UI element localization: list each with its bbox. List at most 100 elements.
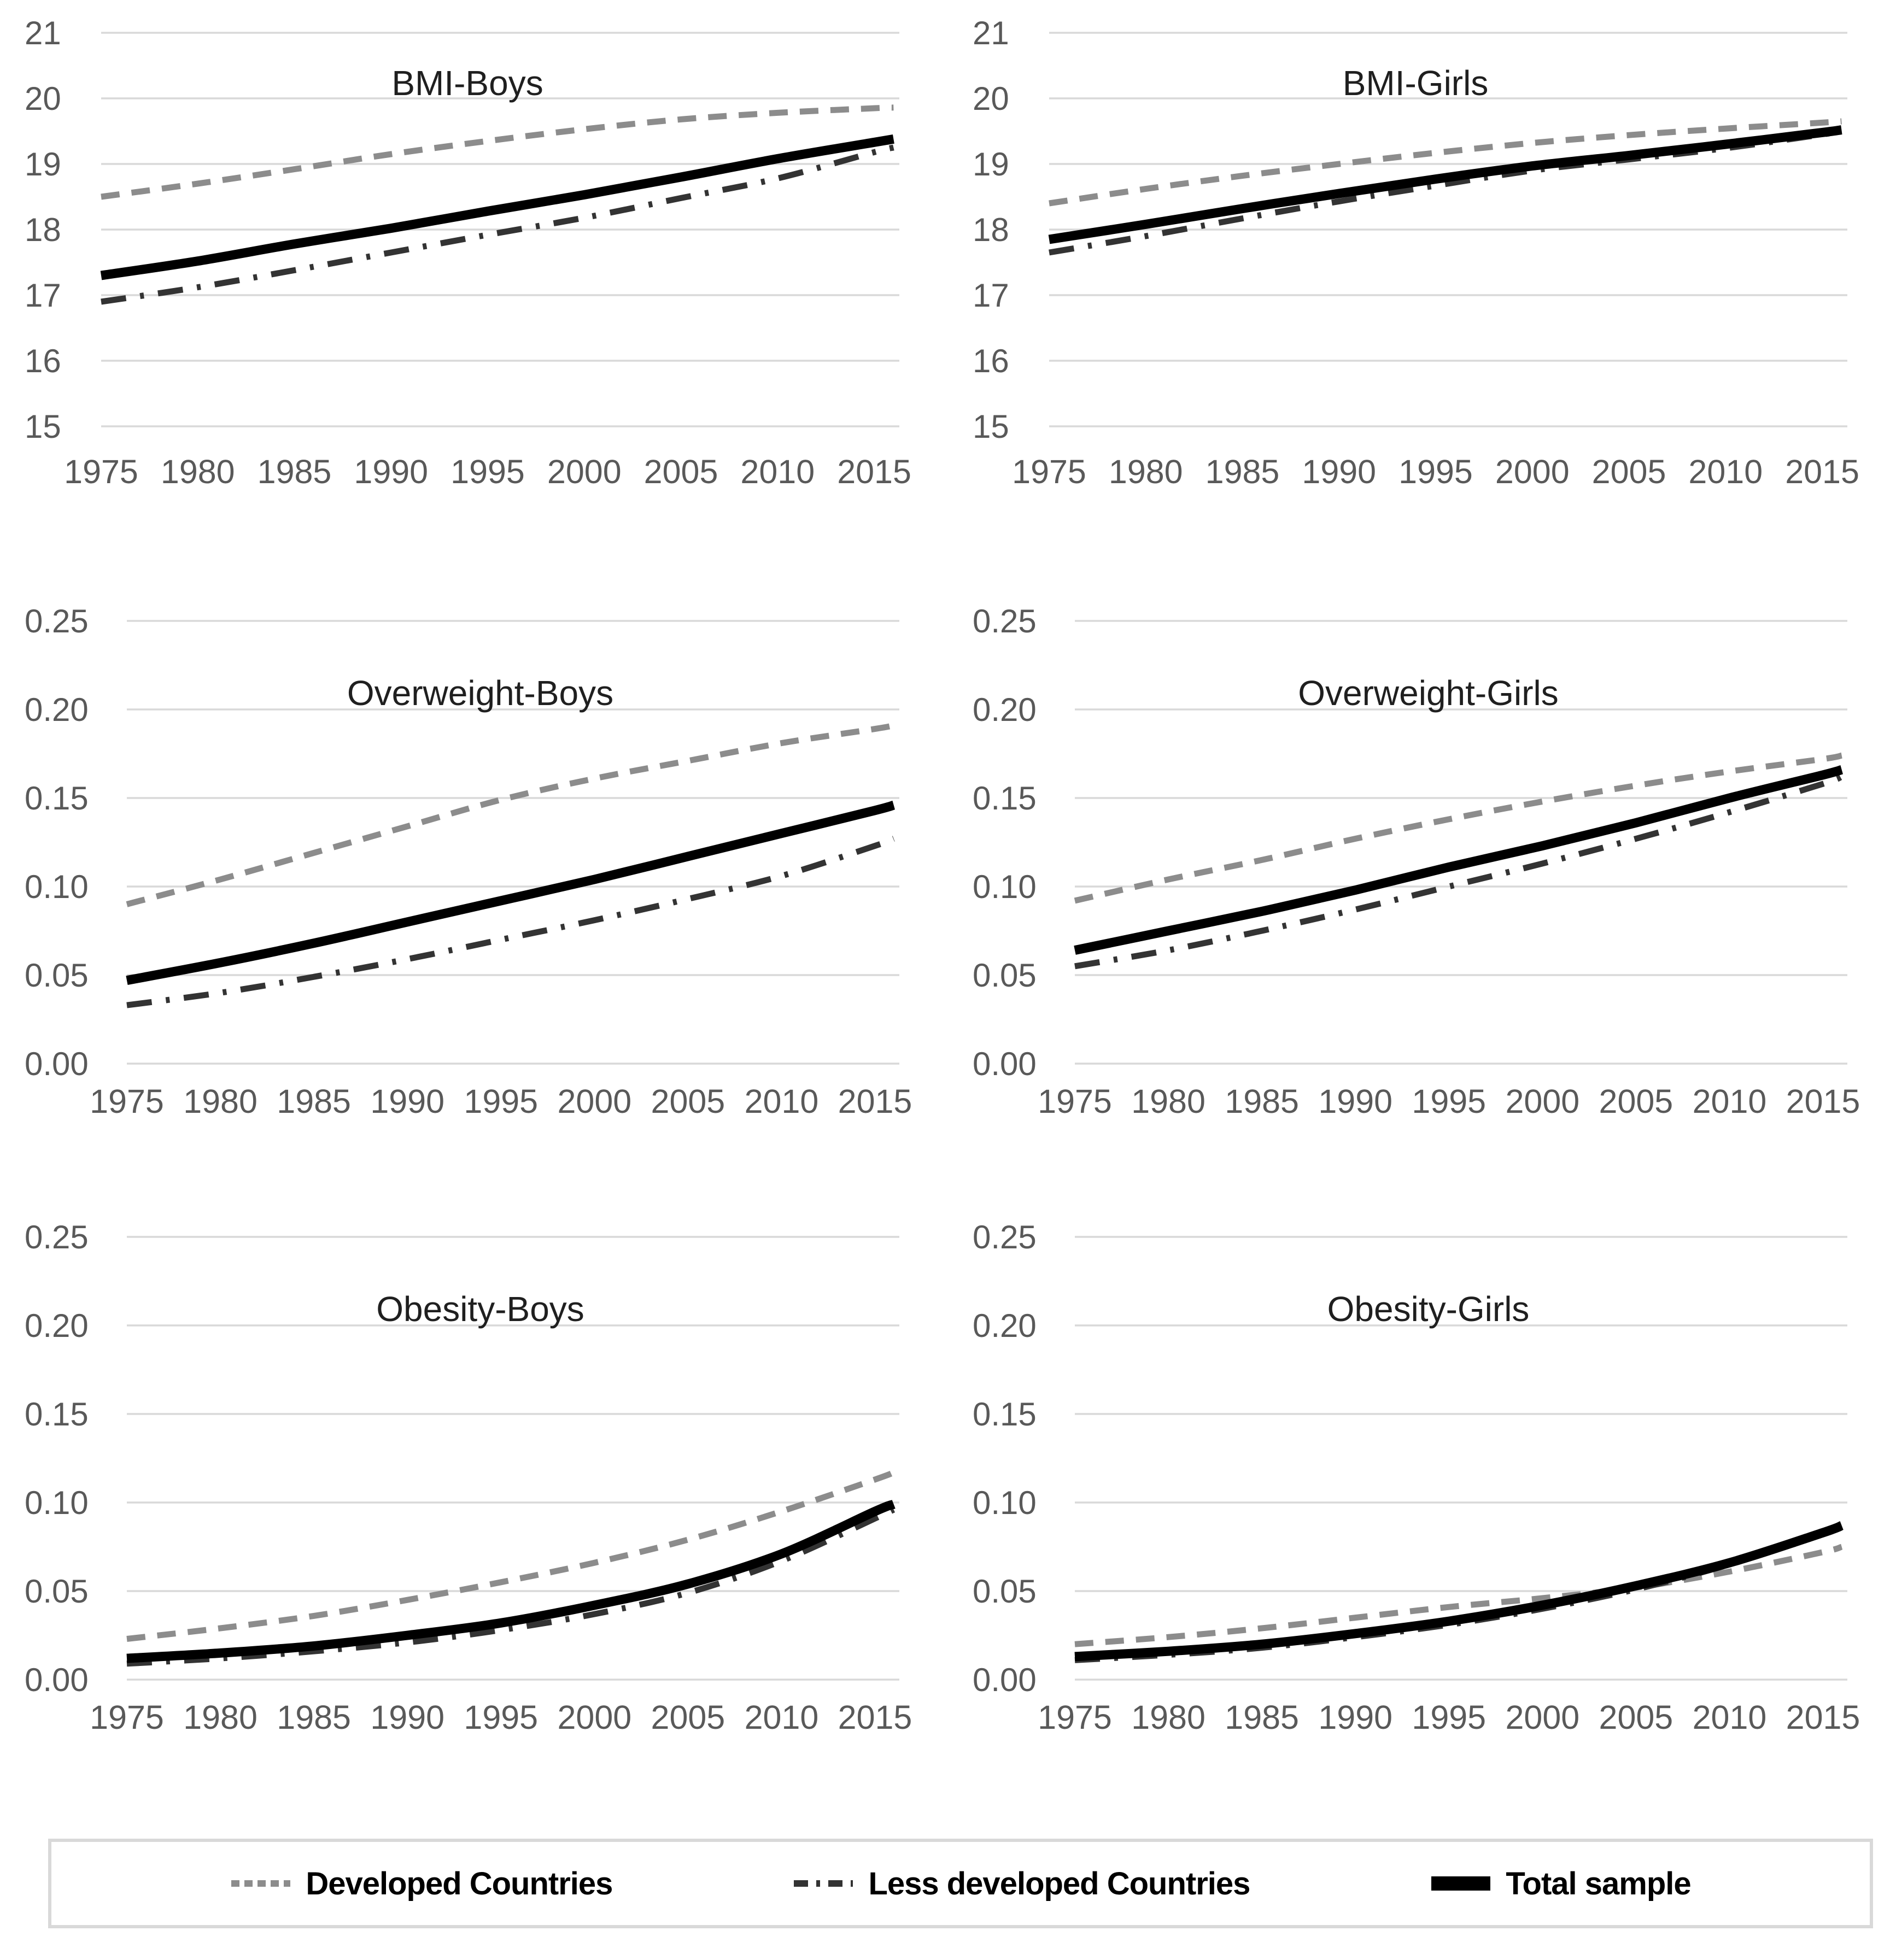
series-line-less-developed-countries — [126, 836, 895, 1008]
legend-item-total-sample: Total sample — [1430, 1865, 1692, 1902]
y-axis-tick-label: 0.10 — [25, 868, 89, 905]
y-axis-tick-label: 19 — [25, 146, 61, 183]
x-axis-tick-label: 2010 — [745, 1083, 819, 1120]
charts-grid: 21 20 19 18 17 16 15 1975 1980 1985 1990 1995 2000 20… — [0, 12, 1896, 1736]
series-line-developed-countries — [126, 1469, 895, 1642]
x-axis-tick-label: 1995 — [1412, 1083, 1486, 1120]
series-line-less-developed-countries — [101, 144, 894, 305]
y-axis-tick-label: 0.15 — [973, 1396, 1037, 1433]
chart-title: Obesity-Girls — [1327, 1289, 1530, 1329]
x-axis-tick-label: 1995 — [1398, 453, 1473, 490]
x-axis-tick-label: 1990 — [1318, 1083, 1392, 1120]
x-axis-tick-label: 2010 — [745, 1699, 819, 1736]
y-axis-tick-label: 0.20 — [973, 691, 1037, 728]
y-axis-tick-label: 0.00 — [973, 1662, 1037, 1698]
y-axis-tick-label: 0.15 — [25, 780, 89, 817]
chart-title: BMI-Girls — [1343, 63, 1489, 103]
y-axis-tick-label: 0.25 — [25, 603, 89, 639]
x-axis-tick-label: 1975 — [1038, 1699, 1112, 1736]
x-axis-tick-label: 2015 — [838, 1083, 912, 1120]
x-axis-tick-label: 2000 — [547, 453, 622, 490]
legend-label-total-sample: Total sample — [1506, 1865, 1691, 1902]
y-axis-tick-label: 0.00 — [973, 1046, 1037, 1082]
series-line-less-developed-countries — [1074, 1524, 1843, 1663]
x-axis-tick-label: 1975 — [1012, 453, 1086, 490]
y-axis-tick-label: 15 — [25, 408, 61, 445]
panel-bmi-boys: 21 20 19 18 17 16 15 1975 1980 1985 1990 1995 2000 20… — [0, 12, 948, 504]
y-axis-tick-label: 16 — [973, 343, 1009, 379]
y-axis-tick-label: 0.05 — [973, 1573, 1037, 1610]
x-axis-tick-label: 1990 — [370, 1083, 444, 1120]
y-axis-tick-label: 0.10 — [25, 1484, 89, 1521]
series-line-developed-countries — [1049, 118, 1842, 207]
x-axis-tick-label: 1990 — [354, 453, 428, 490]
x-axis-tick-label: 2005 — [1592, 453, 1666, 490]
legend-label-less-developed-countries: Less developed Countries — [868, 1865, 1250, 1902]
series-line-total-sample — [100, 134, 894, 280]
chart-title: BMI-Boys — [391, 63, 543, 103]
y-axis-tick-label: 0.20 — [25, 691, 89, 728]
series-line-total-sample — [126, 800, 896, 985]
series-line-total-sample — [1048, 125, 1842, 244]
y-axis-tick-label: 0.20 — [25, 1307, 89, 1344]
panel-bmi-girls: 21 20 19 18 17 16 15 1975 1980 1985 1990 1995 2000 20… — [948, 12, 1896, 504]
x-axis-tick-label: 1975 — [90, 1083, 164, 1120]
y-axis-tick-label: 21 — [973, 15, 1009, 51]
x-axis-tick-label: 1985 — [277, 1699, 351, 1736]
y-axis-tick-label: 0.05 — [25, 957, 89, 994]
chart-title: Overweight-Girls — [1298, 673, 1559, 713]
x-axis-tick-label: 1975 — [90, 1699, 164, 1736]
x-axis-tick-label: 2015 — [837, 453, 911, 490]
y-axis-tick-label: 0.15 — [973, 780, 1037, 817]
x-axis-tick-label: 1985 — [277, 1083, 351, 1120]
x-axis-tick-label: 2015 — [838, 1699, 912, 1736]
x-axis-tick-label: 2015 — [1785, 453, 1859, 490]
x-axis-tick-label: 1990 — [370, 1699, 444, 1736]
y-axis-tick-label: 16 — [25, 343, 61, 379]
x-axis-tick-label: 1980 — [1131, 1699, 1206, 1736]
x-axis-tick-label: 1975 — [64, 453, 138, 490]
x-axis-tick-label: 2005 — [651, 1083, 725, 1120]
y-axis-tick-label: 0.00 — [25, 1662, 89, 1698]
x-axis-tick-label: 1995 — [1412, 1699, 1486, 1736]
x-axis-tick-label: 2015 — [1786, 1699, 1860, 1736]
series-line-less-developed-countries — [1074, 773, 1843, 970]
series-line-developed-countries — [101, 104, 894, 200]
x-axis-tick-label: 1980 — [161, 453, 235, 490]
x-axis-tick-label: 1995 — [450, 453, 525, 490]
x-axis-tick-label: 2000 — [1505, 1083, 1579, 1120]
y-axis-tick-label: 21 — [25, 15, 61, 51]
y-axis-tick-label: 20 — [973, 80, 1009, 117]
series-line-less-developed-countries — [126, 1507, 896, 1667]
x-axis-tick-label: 2010 — [1693, 1699, 1767, 1736]
series-line-developed-countries — [1074, 1544, 1843, 1647]
chart-title: Obesity-Boys — [376, 1289, 584, 1329]
x-axis-tick-label: 2005 — [1599, 1083, 1673, 1120]
x-axis-tick-label: 2000 — [1495, 453, 1570, 490]
x-axis-tick-label: 1985 — [1225, 1699, 1299, 1736]
legend-item-developed-countries: Developed Countries — [230, 1865, 613, 1902]
chart-title: Overweight-Boys — [347, 673, 613, 713]
x-axis-tick-label: 1980 — [1109, 453, 1183, 490]
x-axis-tick-label: 2005 — [651, 1699, 725, 1736]
x-axis-tick-label: 2010 — [1688, 453, 1763, 490]
legend-marker-less-developed-icon — [794, 1880, 853, 1887]
y-axis-tick-label: 0.25 — [973, 1219, 1037, 1255]
y-axis-tick-label: 17 — [25, 277, 61, 314]
legend-marker-total-icon — [1431, 1876, 1491, 1891]
series-line-developed-countries — [1074, 752, 1842, 904]
x-axis-tick-label: 2015 — [1786, 1083, 1860, 1120]
x-axis-tick-label: 1990 — [1318, 1699, 1392, 1736]
panel-overweight-girls: 0.25 0.20 0.15 0.10 0.05 0.00 1975 1980 1985 1990… — [948, 598, 1896, 1120]
series-line-total-sample — [126, 1500, 896, 1663]
legend-item-less-developed-countries: Less developed Countries — [793, 1865, 1250, 1902]
x-axis-tick-label: 1995 — [464, 1083, 538, 1120]
x-axis-tick-label: 2000 — [1505, 1699, 1579, 1736]
y-axis-tick-label: 0.25 — [973, 603, 1037, 639]
series-line-developed-countries — [126, 722, 894, 907]
